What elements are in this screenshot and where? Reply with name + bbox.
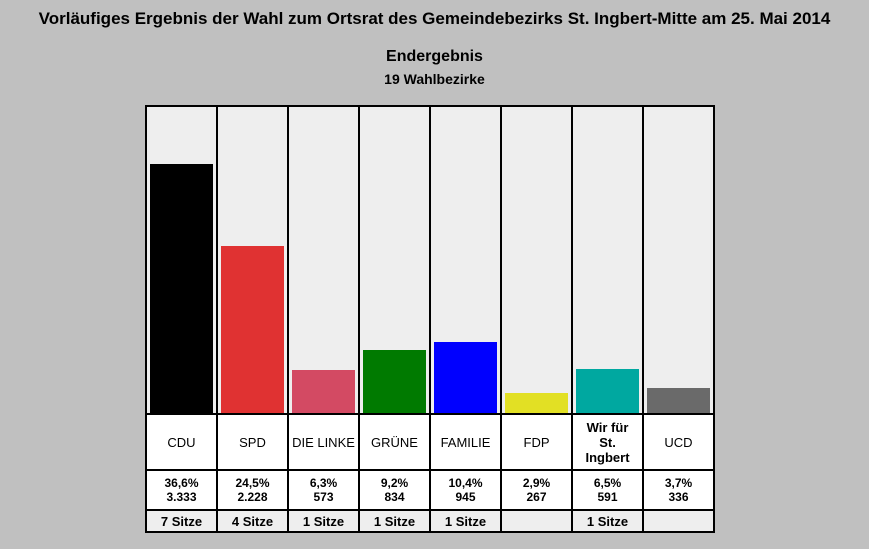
seat-count: 1 Sitze (431, 511, 500, 533)
party-bar (363, 350, 426, 413)
page-title: Vorläufiges Ergebnis der Wahl zum Ortsra… (38, 9, 831, 28)
bar-area (573, 105, 642, 415)
vote-count: 591 (597, 490, 618, 504)
vote-result: 10,4% 945 (431, 471, 500, 511)
seat-count: 1 Sitze (573, 511, 642, 533)
result-status-heading: Endergebnis (386, 48, 483, 65)
party-column: GRÜNE 9,2% 834 1 Sitze (360, 105, 431, 533)
vote-result: 36,6% 3.333 (147, 471, 216, 511)
seat-count (644, 511, 713, 533)
seat-count: 4 Sitze (218, 511, 287, 533)
bar-area (218, 105, 287, 415)
party-column: FDP 2,9% 267 (502, 105, 573, 533)
vote-result: 6,5% 591 (573, 471, 642, 511)
party-name: UCD (644, 415, 713, 471)
party-bar (647, 388, 710, 413)
vote-percent: 10,4% (448, 476, 483, 490)
party-column: FAMILIE 10,4% 945 1 Sitze (431, 105, 502, 533)
party-column: SPD 24,5% 2.228 4 Sitze (218, 105, 289, 533)
vote-percent: 36,6% (164, 476, 199, 490)
party-column: CDU 36,6% 3.333 7 Sitze (145, 105, 218, 533)
party-column: Wir für St. Ingbert 6,5% 591 1 Sitze (573, 105, 644, 533)
vote-result: 9,2% 834 (360, 471, 429, 511)
party-bar (434, 342, 497, 413)
party-name: SPD (218, 415, 287, 471)
party-column: DIE LINKE 6,3% 573 1 Sitze (289, 105, 360, 533)
bar-area (644, 105, 713, 415)
party-bar (150, 164, 213, 413)
party-bar (505, 393, 568, 413)
party-name: FDP (502, 415, 571, 471)
party-column: UCD 3,7% 336 (644, 105, 715, 533)
seat-count (502, 511, 571, 533)
vote-percent: 6,5% (593, 476, 622, 490)
vote-result: 3,7% 336 (644, 471, 713, 511)
vote-percent: 6,3% (309, 476, 338, 490)
bar-area (360, 105, 429, 415)
seat-count: 1 Sitze (289, 511, 358, 533)
vote-count: 2.228 (237, 490, 268, 504)
vote-result: 24,5% 2.228 (218, 471, 287, 511)
vote-result: 2,9% 267 (502, 471, 571, 511)
vote-count: 336 (668, 490, 689, 504)
seat-count: 1 Sitze (360, 511, 429, 533)
vote-count: 834 (384, 490, 405, 504)
bar-area (431, 105, 500, 415)
party-bar (221, 246, 284, 413)
vote-result: 6,3% 573 (289, 471, 358, 511)
party-name: FAMILIE (431, 415, 500, 471)
precinct-count-heading: 19 Wahlbezirke (384, 71, 485, 87)
vote-count: 267 (526, 490, 547, 504)
bar-area (502, 105, 571, 415)
party-bar (292, 370, 355, 413)
bar-area (289, 105, 358, 415)
bar-area (147, 105, 216, 415)
election-result-chart: CDU 36,6% 3.333 7 Sitze SPD 24,5% 2.228 4 Sitze… (145, 105, 715, 533)
party-bar (576, 369, 639, 413)
seat-count: 7 Sitze (147, 511, 216, 533)
party-name: GRÜNE (360, 415, 429, 471)
party-name: Wir für St. Ingbert (573, 415, 642, 471)
vote-percent: 2,9% (522, 476, 551, 490)
vote-percent: 3,7% (664, 476, 693, 490)
vote-percent: 24,5% (235, 476, 270, 490)
vote-percent: 9,2% (380, 476, 409, 490)
vote-count: 3.333 (166, 490, 197, 504)
party-name: CDU (147, 415, 216, 471)
vote-count: 573 (313, 490, 334, 504)
vote-count: 945 (455, 490, 476, 504)
party-name: DIE LINKE (289, 415, 358, 471)
